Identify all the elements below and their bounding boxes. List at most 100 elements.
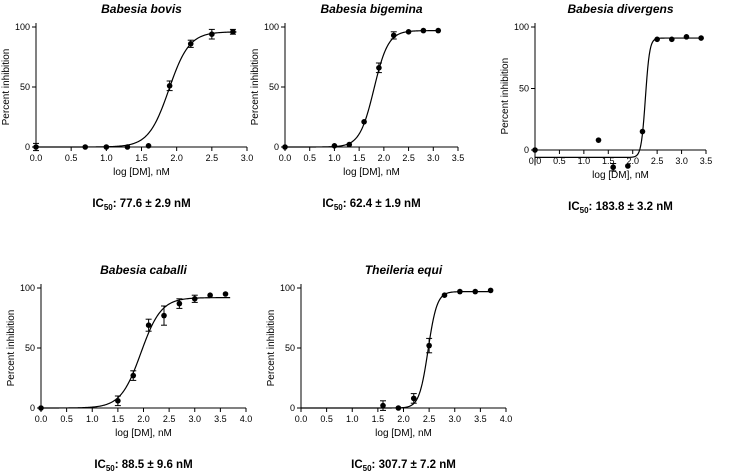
chart-title: Babesia caballi xyxy=(100,263,187,277)
data-point xyxy=(222,291,229,297)
x-tick-label: 0.0 xyxy=(529,156,542,166)
x-tick-label: 1.5 xyxy=(372,414,385,424)
x-axis-label: log [DM], nM xyxy=(375,428,432,439)
y-tick-label: 50 xyxy=(269,82,279,92)
ic50-subscript: 50 xyxy=(334,203,343,212)
ic50-subscript: 50 xyxy=(104,203,113,212)
x-tick-label: 3.0 xyxy=(448,414,461,424)
y-axis-label: Percent inhibition xyxy=(1,49,12,126)
y-tick-label: 50 xyxy=(20,82,30,92)
data-point xyxy=(472,288,479,295)
y-axis-label: Percent inhibition xyxy=(500,58,511,135)
chart-title: Theileria equi xyxy=(365,263,443,277)
x-tick-label: 3.5 xyxy=(452,153,465,163)
fit-curve xyxy=(535,37,703,158)
data-point xyxy=(115,398,121,404)
y-tick-label: 50 xyxy=(285,343,295,353)
y-tick-label: 0 xyxy=(274,142,279,152)
x-tick-label: 2.5 xyxy=(206,153,219,163)
x-tick-label: 2.5 xyxy=(402,153,415,163)
ic50-prefix: IC xyxy=(322,198,334,210)
chart-panel-5: Theileria equi 0 50 100 0.0 0.5 1.0 1.5 2.0 2.5 3.… xyxy=(266,263,512,473)
y-tick-label: 0 xyxy=(290,403,295,413)
x-tick-label: 1.5 xyxy=(135,153,148,163)
y-tick-label: 50 xyxy=(25,343,35,353)
x-tick-label: 4.0 xyxy=(240,414,253,424)
fit-curve xyxy=(36,31,237,148)
chart-panel-3: Babesia divergens 0 50 100 0.0 0.5 1.0 1.5 2.0 2.… xyxy=(500,2,712,215)
x-tick-label: 3.5 xyxy=(700,156,713,166)
data-point xyxy=(390,32,397,39)
ic50-prefix: IC xyxy=(94,459,106,471)
x-axis-label: log [DM], nM xyxy=(592,170,649,181)
ic50-value: : 77.6 ± 2.9 nM xyxy=(113,198,191,210)
data-point xyxy=(187,41,194,47)
data-point xyxy=(625,163,631,169)
x-tick-label: 2.0 xyxy=(397,414,410,424)
x-tick-label: 3.5 xyxy=(214,414,227,424)
x-tick-label: 1.0 xyxy=(86,414,99,424)
x-tick-label: 0.0 xyxy=(30,153,43,163)
x-tick-label: 0.5 xyxy=(303,153,316,163)
ic50-subscript: 50 xyxy=(363,464,372,473)
x-tick-label: 4.0 xyxy=(500,414,513,424)
data-point xyxy=(420,27,427,34)
x-tick-label: 2.5 xyxy=(163,414,176,424)
data-point xyxy=(435,27,442,34)
ic50-prefix: IC xyxy=(92,198,104,210)
data-point xyxy=(395,405,402,411)
y-tick-label: 0 xyxy=(30,403,35,413)
data-point xyxy=(405,29,412,35)
y-tick-label: 50 xyxy=(519,84,529,94)
data-point xyxy=(380,402,386,409)
y-axis-label: Percent inhibition xyxy=(6,310,17,387)
ic50-prefix: IC xyxy=(568,201,580,213)
x-tick-label: 0.5 xyxy=(60,414,73,424)
chart-panel-2: Babesia bigemina 0 50 100 0.0 0.5 1.0 1.5 2.0 2.5… xyxy=(250,2,464,212)
x-tick-label: 2.0 xyxy=(137,414,150,424)
x-tick-label: 0.5 xyxy=(553,156,566,166)
y-tick-label: 100 xyxy=(280,283,295,293)
data-point xyxy=(191,296,198,302)
y-axis-label: Percent inhibition xyxy=(250,49,261,126)
x-tick-label: 1.0 xyxy=(578,156,591,166)
x-tick-label: 2.0 xyxy=(378,153,391,163)
ic50-subscript: 50 xyxy=(580,206,589,215)
x-tick-label: 3.0 xyxy=(188,414,201,424)
ic50-value: : 307.7 ± 7.2 nM xyxy=(372,459,456,471)
ic50-prefix: IC xyxy=(351,459,363,471)
x-tick-label: 1.0 xyxy=(100,153,113,163)
data-point xyxy=(176,300,183,307)
y-axis-label: Percent inhibition xyxy=(266,310,277,387)
data-point xyxy=(282,144,288,150)
data-point xyxy=(487,287,494,294)
x-tick-label: 1.5 xyxy=(602,156,615,166)
ic50-annotation: IC50: 88.5 ± 9.6 nM xyxy=(94,459,192,473)
data-point xyxy=(639,128,646,135)
x-tick-label: 1.5 xyxy=(353,153,366,163)
x-tick-label: 2.5 xyxy=(423,414,436,424)
x-tick-label: 3.0 xyxy=(427,153,440,163)
x-tick-label: 0.5 xyxy=(65,153,78,163)
data-point xyxy=(207,292,213,299)
y-tick-label: 0 xyxy=(524,145,529,155)
data-point xyxy=(145,143,152,149)
data-point xyxy=(610,164,616,171)
ic50-value: : 88.5 ± 9.6 nM xyxy=(115,459,193,471)
ic50-value: : 62.4 ± 1.9 nM xyxy=(343,198,421,210)
x-tick-label: 3.0 xyxy=(241,153,254,163)
data-point xyxy=(209,31,215,37)
data-point xyxy=(145,322,152,329)
data-point xyxy=(669,36,675,43)
chart-panel-4: Babesia caballi 0 50 100 0.0 0.5 1.0 1.5 2.0 2.5 3… xyxy=(6,263,252,473)
data-point xyxy=(82,144,89,150)
x-tick-label: 0.0 xyxy=(35,414,48,424)
chart-title: Babesia divergens xyxy=(567,2,673,16)
x-tick-label: 0.0 xyxy=(279,153,292,163)
data-point xyxy=(33,144,39,150)
data-point xyxy=(161,312,167,319)
x-tick-label: 0.5 xyxy=(320,414,333,424)
fit-curve xyxy=(285,30,441,148)
x-tick-label: 3.5 xyxy=(474,414,487,424)
